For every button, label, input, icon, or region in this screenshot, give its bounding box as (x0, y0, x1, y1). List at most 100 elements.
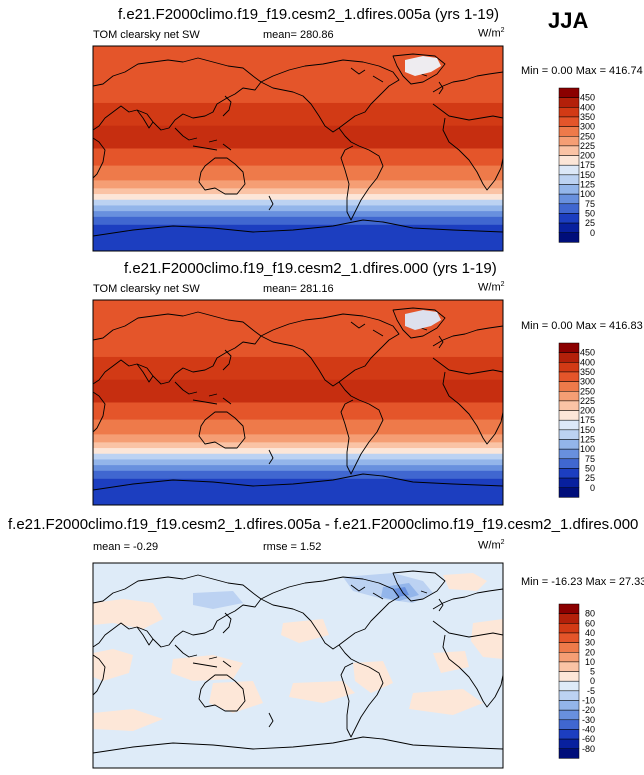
panel-2-variable: TOM clearsky net SW (93, 283, 200, 295)
field-band (93, 478, 503, 506)
panel-3-mean: mean = -0.29 (93, 541, 159, 553)
colorbar-box (558, 642, 580, 653)
panel-3-rmse: rmse = 1.52 (263, 541, 322, 553)
field-band (93, 199, 503, 206)
colorbar-box (558, 419, 580, 431)
colorbar-box (558, 400, 580, 411)
colorbar-box (558, 87, 580, 98)
colorbar-tick-label: 150 (580, 425, 595, 435)
field-band (93, 180, 503, 189)
colorbar-tick-label: 100 (580, 444, 595, 454)
panel-3-positive-patches (93, 573, 503, 731)
colorbar-tick-label: 400 (580, 102, 595, 112)
colorbar-tick-label: 175 (580, 415, 595, 425)
colorbar-tick-label: 60 (585, 618, 595, 628)
colorbar-tick-label: 225 (580, 396, 595, 406)
field-band (93, 465, 503, 472)
colorbar-tick-label: 400 (580, 357, 595, 367)
colorbar-tick-label: -10 (582, 696, 595, 706)
panel-3-title: f.e21.F2000climo.f19_f19.cesm2_1.dfires.… (8, 516, 639, 533)
field-band (93, 442, 503, 449)
colorbar-box (558, 352, 580, 363)
colorbar-box (558, 155, 580, 166)
panel-3-units: W/m2 (478, 539, 505, 552)
colorbar-box (558, 487, 580, 498)
panel-1-title: f.e21.F2000climo.f19_f19.cesm2_1.dfires.… (118, 6, 500, 23)
panel-2-title: f.e21.F2000climo.f19_f19.cesm2_1.dfires.… (124, 260, 497, 277)
colorbar-box (558, 709, 580, 721)
colorbar-tick-label: 300 (580, 377, 595, 387)
field-band (93, 102, 503, 127)
field-band (93, 165, 503, 181)
colorbar-box (558, 729, 580, 740)
colorbar-box (558, 145, 580, 156)
colorbar-tick-label: -60 (582, 734, 595, 744)
panel-1-minmax: Min = 0.00 Max = 416.74 (521, 65, 643, 77)
field-band (93, 194, 503, 201)
colorbar-box (558, 203, 580, 214)
colorbar-tick-label: -30 (582, 715, 595, 725)
colorbar-box (558, 661, 580, 672)
field-band (93, 563, 503, 769)
colorbar-tick-label: 50 (585, 208, 595, 218)
colorbar-box (558, 700, 580, 711)
colorbar-tick-label: 80 (585, 609, 595, 619)
colorbar-tick-label: 225 (580, 141, 595, 151)
colorbar-tick-label: 300 (580, 122, 595, 132)
field-band (93, 448, 503, 455)
colorbar-box (558, 391, 580, 402)
field-band (93, 125, 503, 149)
colorbar-box (558, 613, 580, 624)
colorbar-tick-label: -80 (582, 744, 595, 754)
colorbar-box (558, 748, 580, 759)
field-band (93, 216, 503, 226)
colorbar-box (558, 458, 580, 469)
colorbar-box (558, 136, 580, 147)
panel-2-units: W/m2 (478, 281, 505, 294)
colorbar-tick-label: 150 (580, 170, 595, 180)
colorbar-box (558, 184, 580, 195)
colorbar-box (558, 232, 580, 243)
colorbar-tick-label: 175 (580, 160, 595, 170)
field-band (93, 379, 503, 403)
colorbar-tick-label: 125 (580, 435, 595, 445)
colorbar-box (558, 680, 580, 692)
colorbar-tick-label: 0 (590, 228, 595, 238)
colorbar-box (558, 448, 580, 460)
colorbar-tick-label: 5 (590, 667, 595, 677)
field-band (93, 470, 503, 480)
colorbar-tick-label: 200 (580, 406, 595, 416)
colorbar-box (558, 410, 580, 421)
field-band (93, 211, 503, 218)
colorbar-tick-label: 350 (580, 112, 595, 122)
colorbar-box (558, 632, 580, 643)
panel-1-units: W/m2 (478, 27, 505, 40)
colorbar-box (558, 193, 580, 205)
panel-1-mean: mean= 280.86 (263, 29, 334, 41)
colorbar-box (558, 164, 580, 176)
colorbar-tick-label: -5 (587, 686, 595, 696)
colorbar-tick-label: -40 (582, 724, 595, 734)
colorbar-box (558, 371, 580, 382)
colorbar-box (558, 719, 580, 730)
colorbar-tick-label: 0 (590, 483, 595, 493)
field-band (93, 300, 503, 335)
colorbar-tick-label: 75 (585, 454, 595, 464)
field-band (93, 453, 503, 460)
panel-3-field (93, 563, 503, 769)
colorbar-box (558, 738, 580, 750)
colorbar-box (558, 174, 580, 185)
field-band (93, 459, 503, 466)
colorbar-box (558, 362, 580, 373)
panel-1-field (93, 46, 503, 252)
colorbar-box (558, 342, 580, 353)
colorbar-tick-label: 40 (585, 628, 595, 638)
panel-2-map (92, 299, 504, 506)
field-band (93, 188, 503, 195)
colorbar-box (558, 429, 580, 440)
field-band (93, 356, 503, 381)
colorbar-tick-label: 25 (585, 473, 595, 483)
